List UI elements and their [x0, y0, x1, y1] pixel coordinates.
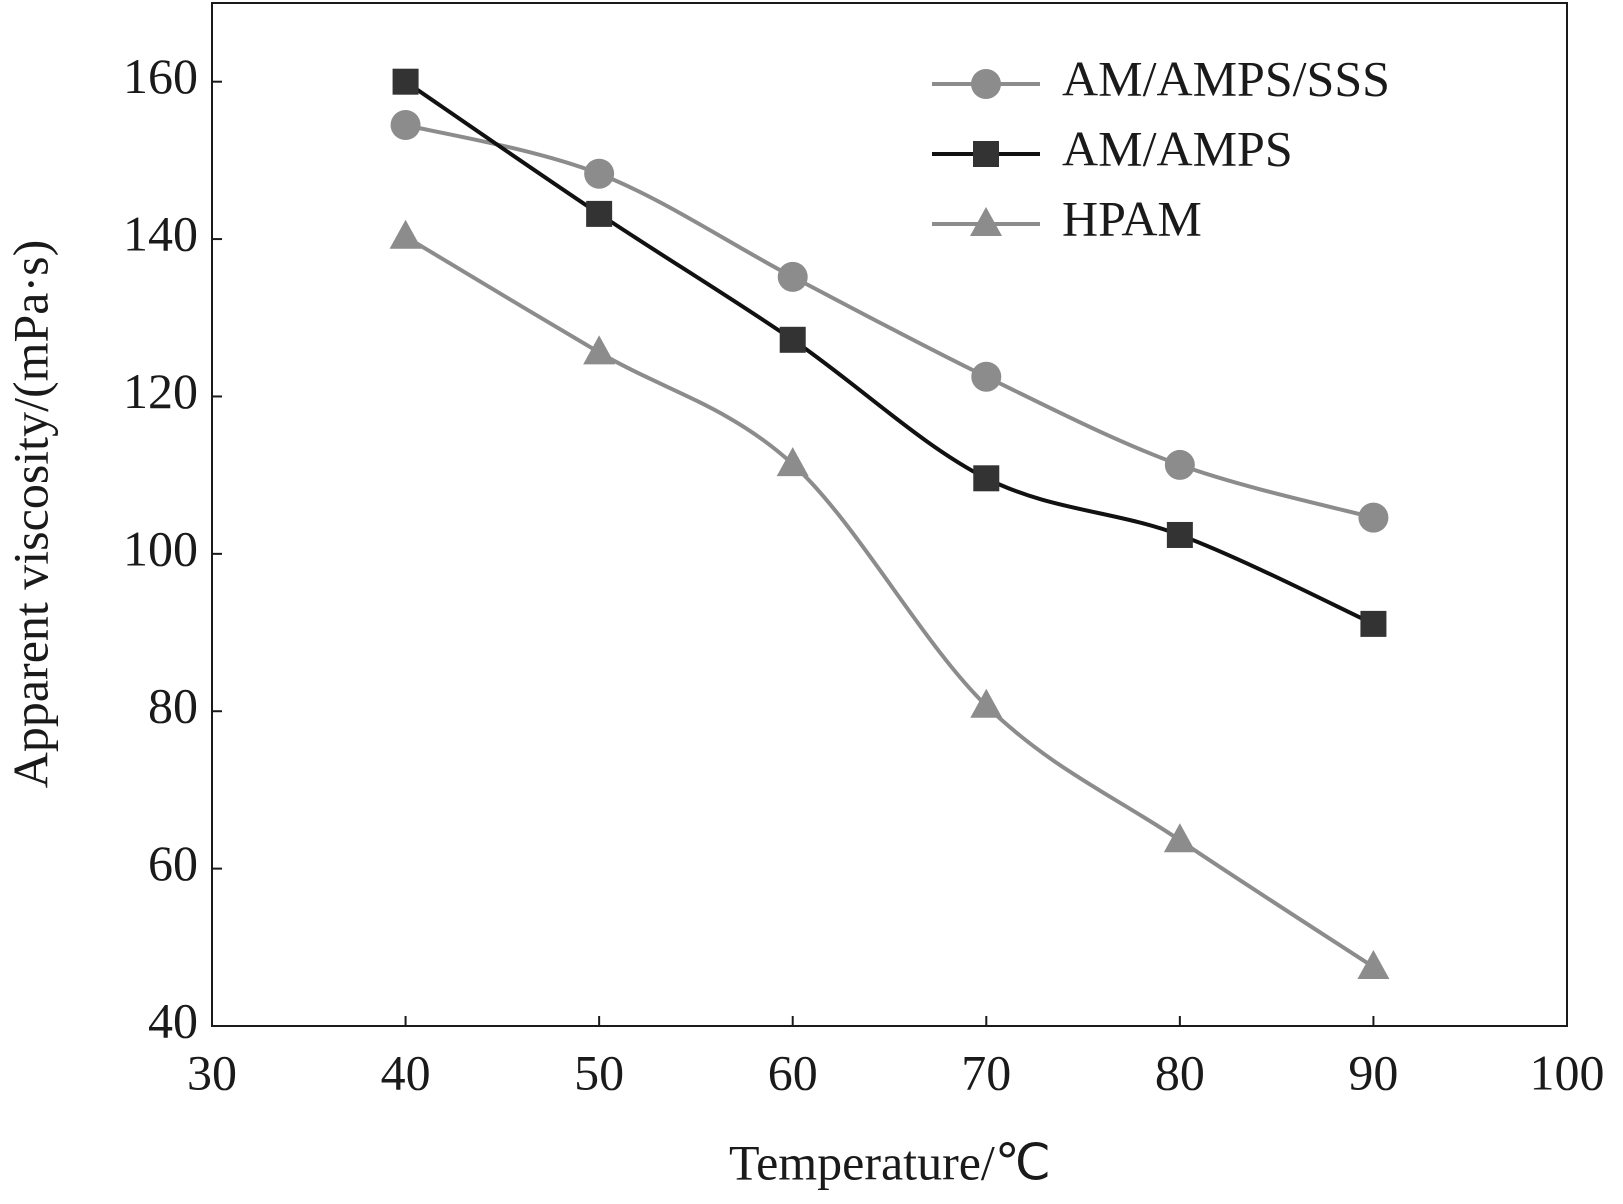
marker — [584, 158, 615, 189]
plot-frame — [211, 2, 1568, 1027]
legend-label: HPAM — [1062, 190, 1202, 246]
x-axis-label: Temperature/℃ — [729, 1134, 1051, 1190]
y-tick-label: 100 — [123, 520, 198, 576]
y-tick-label: 140 — [123, 206, 198, 262]
series-line — [404, 80, 1375, 626]
legend-marker — [971, 69, 1001, 99]
marker — [1163, 823, 1196, 853]
marker — [973, 465, 1000, 492]
x-tick-label: 80 — [1155, 1044, 1205, 1100]
x-tick-label: 60 — [768, 1044, 818, 1100]
x-tick-label: 100 — [1530, 1044, 1605, 1100]
marker — [390, 109, 421, 140]
marker — [777, 261, 808, 292]
legend-label: AM/AMPS — [1062, 120, 1293, 176]
legend-marker — [973, 141, 999, 167]
marker — [389, 219, 422, 249]
marker — [586, 200, 613, 227]
series-line — [405, 123, 1374, 520]
marker — [971, 361, 1002, 392]
marker — [970, 688, 1003, 718]
marker — [1166, 521, 1193, 548]
legend-marker — [970, 207, 1002, 236]
marker — [1357, 949, 1390, 979]
marker — [583, 335, 616, 365]
y-tick-label: 60 — [148, 835, 198, 891]
y-tick-label: 40 — [148, 992, 198, 1048]
x-tick-label: 90 — [1348, 1044, 1398, 1100]
marker — [1360, 610, 1387, 637]
x-tick-label: 70 — [961, 1044, 1011, 1100]
marker — [1358, 502, 1389, 533]
marker — [779, 326, 806, 353]
legend-label: AM/AMPS/SSS — [1062, 50, 1390, 106]
marker — [392, 68, 419, 95]
y-tick-label: 80 — [148, 678, 198, 734]
marker — [776, 447, 809, 477]
x-tick-label: 40 — [381, 1044, 431, 1100]
x-tick-label: 50 — [574, 1044, 624, 1100]
series-line — [404, 234, 1375, 969]
y-tick-label: 120 — [123, 363, 198, 419]
marker — [1164, 449, 1195, 480]
y-tick-label: 160 — [123, 48, 198, 104]
x-tick-label: 30 — [187, 1044, 237, 1100]
y-axis-label: Apparent viscosity/(mPa·s) — [2, 240, 58, 789]
